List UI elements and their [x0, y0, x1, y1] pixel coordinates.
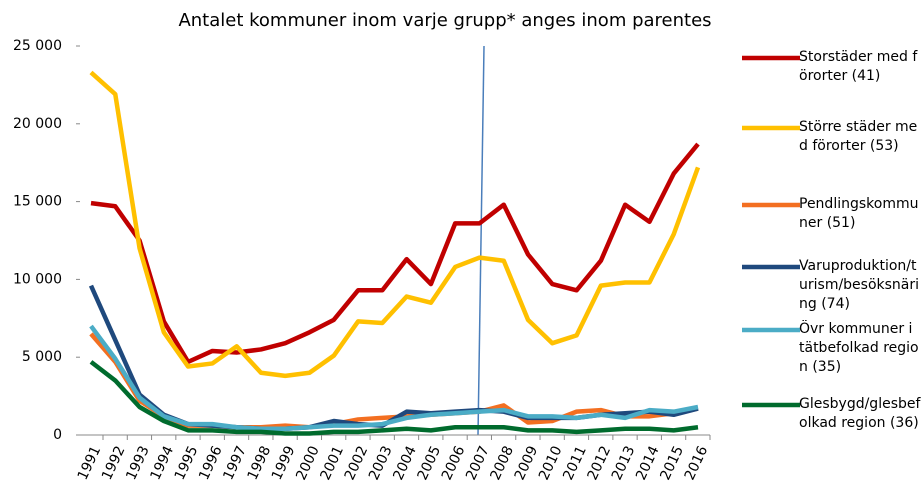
y-tick-label: 0 [53, 427, 62, 443]
y-tick-label: 10 000 [13, 271, 62, 287]
y-tick-label: 20 000 [13, 116, 62, 132]
legend-item: Varuproduktion/turism/besöksnäring (74) [799, 258, 920, 312]
chart-title: Antalet kommuner inom varje grupp* anges… [178, 10, 711, 31]
y-tick-label: 25 000 [13, 38, 62, 54]
legend-label: Större städer med förorter (53) [799, 119, 918, 154]
legend-item: Övr kommuner i tätbefolkad region (35) [799, 321, 919, 375]
legend-item: Pendlingskommuner (51) [799, 196, 919, 231]
legend-label: Pendlingskommuner (51) [799, 196, 919, 231]
series-line [89, 324, 699, 432]
legend-item: Större städer med förorter (53) [799, 119, 918, 154]
series-line [89, 70, 701, 379]
legend-label: Varuproduktion/turism/besöksnäring (74) [799, 258, 920, 312]
legend-item: Storstäder med förorter (41) [799, 49, 918, 84]
series-line [89, 360, 699, 436]
legend-label: Övr kommuner i tätbefolkad region (35) [799, 321, 919, 375]
x-tick-label: 2016 [682, 444, 712, 483]
y-tick-label: 5 000 [22, 349, 62, 365]
legend-item: Glesbygd/glesbefolkad region (36) [799, 396, 921, 431]
series-line [90, 142, 700, 365]
y-tick-label: 15 000 [13, 194, 62, 210]
annotation-line [477, 45, 485, 436]
legend-label: Glesbygd/glesbefolkad region (36) [799, 396, 921, 431]
legend-label: Storstäder med förorter (41) [799, 49, 918, 84]
